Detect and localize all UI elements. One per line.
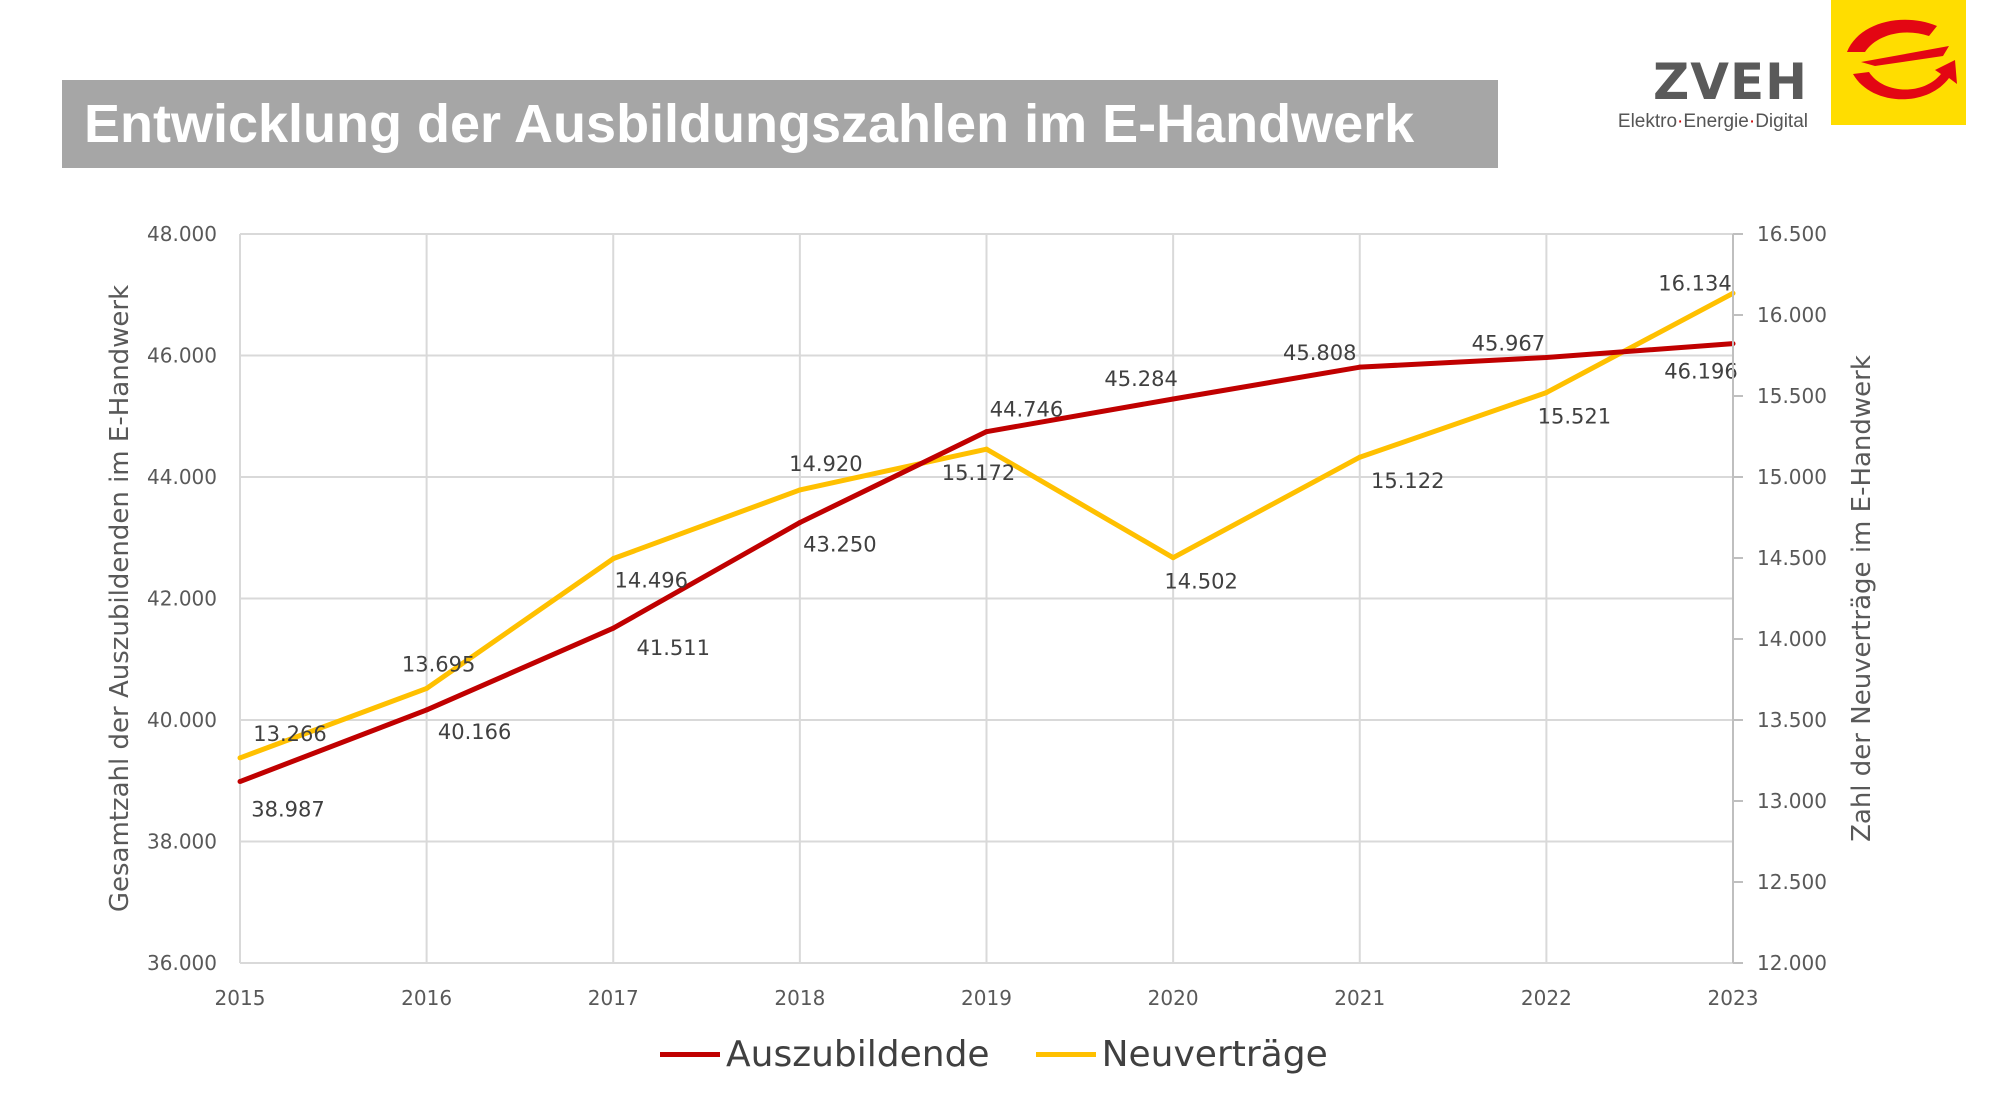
data-point xyxy=(610,556,616,562)
data-point xyxy=(797,520,803,526)
data-label-neuvertraege: 16.134 xyxy=(1658,271,1731,295)
y-left-tick-label: 46.000 xyxy=(147,344,217,368)
y-left-tick-label: 40.000 xyxy=(147,708,217,732)
tagline-part-2: Energie xyxy=(1683,111,1749,132)
data-point xyxy=(237,779,243,785)
data-point xyxy=(1357,364,1363,370)
y-right-tick-label: 13.000 xyxy=(1757,789,1827,813)
data-point xyxy=(797,487,803,493)
tagline-separator-2: · xyxy=(1748,111,1756,132)
series-layer xyxy=(237,290,1736,785)
tagline-part-1: Elektro xyxy=(1617,111,1678,132)
data-label-neuvertraege: 15.122 xyxy=(1371,469,1444,493)
zveh-logo-text: ZVEH Elektro·Energie·Digital xyxy=(1590,54,1808,134)
data-point xyxy=(1357,454,1363,460)
data-point xyxy=(1543,355,1549,361)
data-label-neuvertraege: 13.695 xyxy=(402,652,475,676)
data-point xyxy=(984,446,989,452)
data-point xyxy=(237,755,243,761)
data-label-neuvertraege: 13.266 xyxy=(253,722,326,746)
page-title: Entwicklung der Ausbildungszahlen im E-H… xyxy=(84,94,1415,154)
data-label-auszubildende: 38.987 xyxy=(251,798,324,822)
legend-swatch-auszubildende xyxy=(660,1052,720,1057)
data-point xyxy=(1170,396,1176,402)
y-right-tick-label: 14.000 xyxy=(1757,627,1827,651)
data-label-auszubildende: 43.250 xyxy=(803,533,876,557)
legend-label-neuvertraege: Neuverträge xyxy=(1101,1034,1328,1075)
logo-tagline: Elektro·Energie·Digital xyxy=(1590,110,1808,134)
data-point xyxy=(1543,390,1549,396)
logo-name: ZVEH xyxy=(1653,53,1808,111)
label-layer: 38.987 40.166 41.511 43.250 44.746 45.284 45.8… xyxy=(251,271,1737,821)
y-right-tick-label: 12.000 xyxy=(1757,951,1827,975)
x-tick-label: 2020 xyxy=(1148,986,1199,1010)
y-right-tick-label: 16.000 xyxy=(1757,303,1827,327)
x-tick-label: 2022 xyxy=(1521,986,1572,1010)
legend-item-neuvertraege: Neuverträge xyxy=(1035,1034,1328,1075)
y-right-tick-label: 15.500 xyxy=(1757,384,1827,408)
data-label-neuvertraege: 14.502 xyxy=(1164,570,1237,594)
zveh-logo-badge xyxy=(1831,0,1966,125)
x-tick-label: 2016 xyxy=(401,986,452,1010)
data-label-auszubildende: 41.511 xyxy=(637,636,710,660)
data-label-auszubildende: 44.746 xyxy=(990,398,1063,422)
data-label-auszubildende: 40.166 xyxy=(438,720,511,744)
y-right-tick-label: 14.500 xyxy=(1757,546,1827,570)
y-left-tick-label: 48.000 xyxy=(147,222,217,246)
grid-layer xyxy=(239,233,1734,964)
x-tick-label: 2018 xyxy=(774,986,825,1010)
y-left-tick-label: 42.000 xyxy=(147,587,217,611)
y-left-tick-label: 36.000 xyxy=(147,951,217,975)
data-label-neuvertraege: 15.172 xyxy=(942,461,1015,485)
tagline-part-3: Digital xyxy=(1755,111,1808,132)
x-tick-label: 2021 xyxy=(1334,986,1385,1010)
legend-item-auszubildende: Auszubildende xyxy=(660,1034,990,1075)
y-right-axis-title: Zahl der Neuverträge im E-Handwerk xyxy=(1847,355,1877,842)
chart-legend: Auszubildende Neuverträge xyxy=(660,1034,1374,1075)
y-right-tick-label: 15.000 xyxy=(1757,465,1827,489)
y-right-tick-label: 13.500 xyxy=(1757,708,1827,732)
x-tick-label: 2017 xyxy=(588,986,639,1010)
axis-layer: 36.000 38.000 40.000 42.000 44.000 46.000 48.0… xyxy=(105,222,1877,1010)
data-label-neuvertraege: 15.521 xyxy=(1538,405,1611,429)
title-bar: Entwicklung der Ausbildungszahlen im E-H… xyxy=(62,80,1498,168)
x-tick-label: 2023 xyxy=(1708,986,1759,1010)
legend-swatch-neuvertraege xyxy=(1035,1052,1096,1057)
data-label-neuvertraege: 14.496 xyxy=(615,569,688,593)
data-label-auszubildende: 45.808 xyxy=(1283,341,1356,365)
data-label-auszubildende: 45.284 xyxy=(1104,367,1177,391)
x-tick-label: 2019 xyxy=(961,986,1012,1010)
data-label-neuvertraege: 14.920 xyxy=(789,452,862,476)
x-tick-label: 2015 xyxy=(215,986,266,1010)
y-right-tick-label: 16.500 xyxy=(1757,222,1827,246)
tagline-separator-1: · xyxy=(1677,111,1684,132)
data-point xyxy=(1170,555,1176,561)
legend-label-auszubildende: Auszubildende xyxy=(726,1034,990,1075)
y-left-tick-label: 44.000 xyxy=(147,465,217,489)
y-right-tick-label: 12.500 xyxy=(1757,870,1827,894)
data-point xyxy=(424,685,430,691)
logo-lightning-mark-icon xyxy=(1847,19,1957,100)
y-left-tick-label: 38.000 xyxy=(147,830,217,854)
data-point xyxy=(424,707,430,713)
data-label-auszubildende: 46.196 xyxy=(1664,360,1737,384)
data-point xyxy=(610,625,616,631)
y-left-axis-title: Gesamtzahl der Auszubildenden im E-Handw… xyxy=(105,285,135,912)
data-label-auszubildende: 45.967 xyxy=(1472,332,1545,356)
data-point xyxy=(984,429,989,435)
